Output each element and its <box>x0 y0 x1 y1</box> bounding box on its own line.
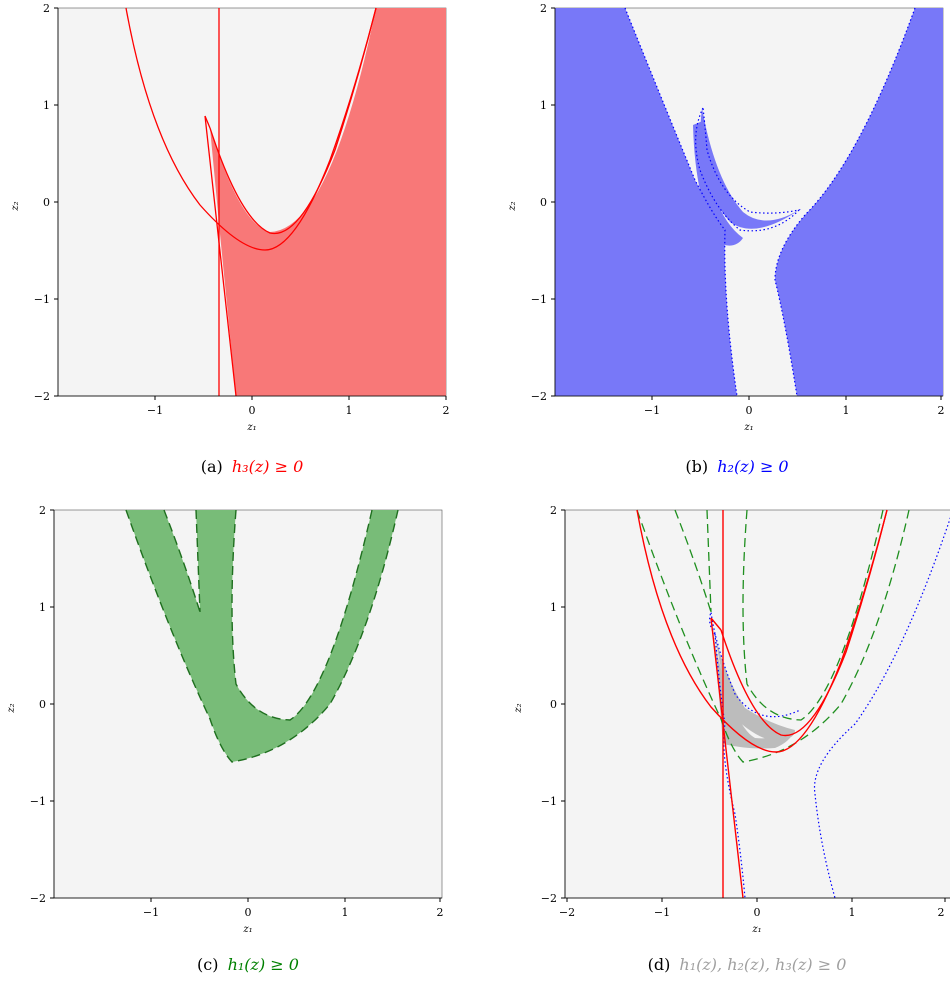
caption-tag: (d) <box>648 955 671 974</box>
h2-boundary-left <box>714 633 746 899</box>
x-tick-label: 0 <box>245 906 252 919</box>
x-axis-label: z₁ <box>242 924 252 935</box>
y-tick-label: 1 <box>43 99 50 112</box>
x-tick-label: 0 <box>746 404 753 417</box>
y-tick-label: −2 <box>541 892 557 905</box>
x-tick-label: 2 <box>938 906 945 919</box>
y-tick-label: −1 <box>30 795 46 808</box>
h2-boundary-crescent <box>709 611 801 718</box>
panel-b: 2 1 0 −1 −2 z₂ −1 0 1 2 z₁ (b) h₂(z) ≥ 0 <box>507 2 945 476</box>
h3-parabola-outer <box>636 509 888 753</box>
y-tick-label: −2 <box>531 390 547 403</box>
caption: (c) h₁(z) ≥ 0 <box>197 955 299 974</box>
x-tick-label: −2 <box>559 906 575 919</box>
h1-boundary-inner <box>231 509 373 721</box>
caption: (a) h₃(z) ≥ 0 <box>201 457 304 476</box>
h2-boundary-left <box>624 7 738 397</box>
h1-boundary-mid-branch <box>195 509 201 613</box>
x-axis-label: z₁ <box>743 422 753 433</box>
y-axis: 2 1 0 −1 −2 z₂ <box>513 504 566 905</box>
caption: (d) h₁(z), h₂(z), h₃(z) ≥ 0 <box>648 955 847 974</box>
h1-boundary-outer <box>125 509 399 763</box>
y-tick-label: −1 <box>541 795 557 808</box>
h2-boundary-crescent <box>695 107 801 232</box>
caption-math: h₃(z) ≥ 0 <box>232 457 303 476</box>
y-tick-label: 1 <box>550 601 557 614</box>
y-tick-label: 0 <box>540 196 547 209</box>
caption-tag: (c) <box>197 955 218 974</box>
x-tick-label: 0 <box>754 906 761 919</box>
x-tick-label: 1 <box>849 906 856 919</box>
y-tick-label: 0 <box>43 196 50 209</box>
caption-tag: (a) <box>201 457 223 476</box>
x-tick-label: −1 <box>654 906 670 919</box>
h3-parabola-inner <box>209 7 377 235</box>
x-tick-label: 2 <box>437 906 444 919</box>
panel-a: 2 1 0 −1 −2 z₂ −1 0 1 2 z₁ (a) h₃(z) ≥ 0 <box>10 2 450 476</box>
feasible-region <box>713 626 795 749</box>
y-tick-label: 1 <box>540 99 547 112</box>
panel-c: 2 1 0 −1 −2 z₂ −1 0 1 2 z₁ (c) h₁(z) ≥ 0 <box>6 504 444 974</box>
y-axis: 2 1 0 −1 −2 z₂ <box>6 504 55 905</box>
y-tick-label: 0 <box>550 698 557 711</box>
y-axis: 2 1 0 −1 −2 z₂ <box>507 2 556 403</box>
x-axis-label: z₁ <box>246 422 256 433</box>
y-tick-label: 1 <box>39 601 46 614</box>
x-tick-label: 1 <box>342 906 349 919</box>
y-tick-label: 2 <box>43 2 50 15</box>
y-axis-label: z₂ <box>513 703 524 713</box>
caption-math: h₂(z) ≥ 0 <box>717 457 788 476</box>
h1-boundary-mid-branch <box>706 509 712 613</box>
y-tick-label: −2 <box>30 892 46 905</box>
x-tick-label: −1 <box>143 906 159 919</box>
x-tick-label: 2 <box>938 404 945 417</box>
h3-parabola-outer <box>125 7 377 251</box>
y-tick-label: −1 <box>34 293 50 306</box>
h2-boundary-right <box>774 7 916 397</box>
x-axis: −1 0 1 2 z₁ <box>54 897 444 935</box>
plot-area <box>564 509 950 899</box>
x-tick-label: 1 <box>346 404 353 417</box>
caption-tag: (b) <box>685 457 708 476</box>
caption-math: h₁(z) ≥ 0 <box>228 955 299 974</box>
h3-region <box>210 8 446 396</box>
x-axis: −1 0 1 2 z₁ <box>58 395 450 433</box>
x-axis: −2 −1 0 1 2 z₁ <box>559 897 950 935</box>
y-tick-label: 2 <box>39 504 46 517</box>
h1-region <box>126 510 398 762</box>
x-tick-label: 1 <box>843 404 850 417</box>
x-tick-label: 0 <box>249 404 256 417</box>
x-tick-label: −1 <box>644 404 660 417</box>
y-tick-label: 0 <box>39 698 46 711</box>
y-axis-label: z₂ <box>507 201 518 211</box>
h1-boundary-inner <box>742 509 884 721</box>
h2-region-crescent <box>693 108 799 246</box>
y-tick-label: −1 <box>531 293 547 306</box>
panel-d: 2 1 0 −1 −2 z₂ −2 −1 0 1 2 z₁ (d) h₁(z),… <box>513 504 950 974</box>
h3-cusp-branch <box>710 617 744 899</box>
h3-cusp-tip <box>710 617 722 631</box>
h3-cusp-branch <box>204 115 237 397</box>
h3-parabola-inner <box>720 509 888 737</box>
y-tick-label: 2 <box>540 2 547 15</box>
y-axis: 2 1 0 −1 −2 z₂ <box>10 2 59 403</box>
x-axis-label: z₁ <box>751 924 761 935</box>
x-axis: −1 0 1 2 z₁ <box>555 395 945 433</box>
x-tick-label: 2 <box>443 404 450 417</box>
caption: (b) h₂(z) ≥ 0 <box>685 457 788 476</box>
x-tick-label: −1 <box>147 404 163 417</box>
y-axis-label: z₂ <box>6 703 17 713</box>
h2-region-right <box>775 8 943 396</box>
y-tick-label: 2 <box>550 504 557 517</box>
h3-cusp-tip <box>204 115 211 129</box>
y-tick-label: −2 <box>34 390 50 403</box>
h2-region-left <box>555 8 737 396</box>
h1-boundary-outer <box>636 509 910 763</box>
y-axis-label: z₂ <box>10 201 21 211</box>
caption-math: h₁(z), h₂(z), h₃(z) ≥ 0 <box>679 955 846 974</box>
h2-boundary-right <box>813 516 950 899</box>
